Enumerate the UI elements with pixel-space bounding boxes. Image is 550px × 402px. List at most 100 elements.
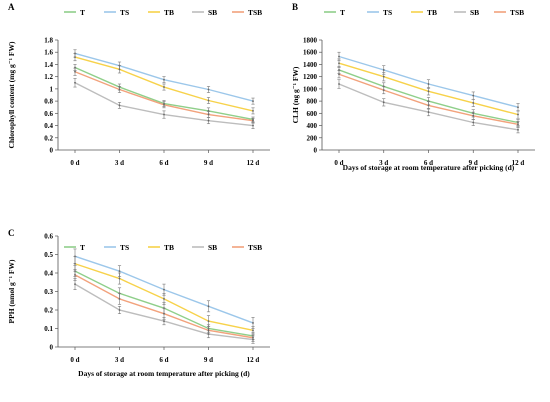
- panel-a-series-sb-point: [74, 81, 76, 84]
- panel-a-series-tsb-point: [118, 88, 121, 91]
- panel-c-letter: C: [8, 228, 15, 238]
- panel-a-y-tick-label: 0.4: [44, 122, 53, 130]
- panel-b-series-ts-point: [472, 94, 475, 97]
- panel-b-series-tsb-point: [427, 104, 430, 107]
- panel-c-series-tb-point: [207, 320, 210, 322]
- panel-c-x-axis-label: Days of storage at room temperature afte…: [78, 369, 250, 378]
- panel-c-series-ts-point: [118, 270, 121, 273]
- panel-c-series-tsb-point: [74, 273, 76, 276]
- panel-a-x-tick-label: 9 d: [204, 159, 213, 167]
- panel-b-series-sb-point: [517, 128, 519, 131]
- panel-b-series-sb-point: [382, 101, 385, 104]
- panel-c-x-tick-label: 0 d: [70, 356, 79, 364]
- panel-c-series-sb-point: [118, 309, 121, 311]
- panel-c-x-tick-label: 3 d: [115, 356, 124, 364]
- panel-c-legend-label-sb: SB: [208, 243, 217, 252]
- panel-a-x-tick-label: 12 d: [247, 159, 260, 167]
- panel-a-legend-label-sb: SB: [208, 8, 217, 17]
- panel-c-series-tb-point: [74, 262, 76, 265]
- panel-b-y-tick-label: 1000: [303, 85, 318, 93]
- panel-a-y-tick-label: 0.6: [44, 110, 53, 118]
- panel-c-legend-label-tsb: TSB: [248, 243, 262, 252]
- panel-a-series-tsb-point: [207, 113, 210, 116]
- panel-a-legend-label-tb: TB: [164, 8, 174, 17]
- panel-c-series-ts-point: [163, 288, 165, 291]
- panel-b-legend-label-tsb: TSB: [510, 8, 524, 17]
- panel-a-series-tsb-point: [252, 119, 254, 122]
- panel-c-y-tick-label: 0.5: [44, 251, 53, 259]
- panel-a-series-tb-point: [207, 99, 210, 102]
- panel-a-y-tick-label: 1.6: [44, 49, 53, 57]
- panel-a-series-ts-point: [163, 78, 165, 81]
- panel-c-x-tick-label: 6 d: [159, 356, 168, 364]
- panel-b-series-ts-point: [382, 69, 385, 71]
- panel-a-series-tsb-point: [74, 70, 76, 73]
- panel-a-series-ts-point: [207, 88, 210, 91]
- panel-c-series-sb-point: [163, 320, 165, 322]
- panel-a-y-axis-label: Chlorophyll content (mg g⁻¹ FW): [7, 41, 16, 148]
- panel-c-y-tick-label: 0.4: [44, 270, 53, 278]
- panel-c-x-tick-label: 9 d: [204, 356, 213, 364]
- panel-b-series-tb-point: [338, 62, 340, 65]
- panel-b-x-tick-label: 9 d: [469, 159, 478, 167]
- panel-c-series-sb-point: [74, 283, 76, 285]
- panel-b-series-sb-point: [338, 83, 340, 85]
- panel-b-series-tsb-point: [338, 73, 340, 76]
- panel-b-y-tick-label: 200: [307, 134, 318, 142]
- panel-a-series-sb-point: [163, 113, 165, 116]
- panel-a-legend-label-ts: TS: [120, 8, 129, 17]
- panel-b-x-tick-label: 3 d: [379, 159, 388, 167]
- panel-c-series-tb-point: [163, 298, 165, 300]
- panel-c-series-tsb-point: [252, 336, 254, 339]
- panel-b-y-tick-label: 1200: [303, 73, 318, 81]
- panel-b-legend-label-sb: SB: [470, 8, 479, 17]
- panel-c-legend-label-t: T: [80, 243, 85, 252]
- panel-b-series-tsb-point: [472, 114, 475, 117]
- panel-b-legend-label-ts: TS: [383, 8, 392, 17]
- panel-b-legend-label-tb: TB: [427, 8, 437, 17]
- panel-b-series-tsb-point: [382, 89, 385, 92]
- panel-a-series-tb-point: [118, 68, 121, 71]
- panel-b-series-tb-point: [382, 75, 385, 78]
- panel-b-x-tick-label: 0 d: [334, 159, 343, 167]
- panel-b-legend-label-t: T: [340, 8, 345, 17]
- panel-c-x-tick-label: 12 d: [247, 356, 260, 364]
- panel-c-y-axis-label: PPH (nmol g⁻¹ FW): [7, 259, 16, 323]
- panel-a-y-tick-label: 1.8: [44, 37, 53, 45]
- panel-c-y-tick-label: 0.1: [44, 325, 53, 333]
- panel-b-y-tick-label: 1800: [303, 37, 318, 45]
- panel-b-letter: B: [292, 2, 298, 12]
- panel-c-series-tsb-point: [163, 312, 165, 315]
- panel-a-y-tick-label: 1: [50, 85, 54, 93]
- panel-c-y-tick-label: 0.2: [44, 307, 53, 315]
- panel-b-y-tick-label: 1600: [303, 49, 318, 57]
- panel-a-x-tick-label: 3 d: [115, 159, 124, 167]
- panel-a-y-tick-label: 1.2: [44, 73, 53, 81]
- panel-b-series-tsb-point: [517, 123, 519, 126]
- panel-a-series-tb-point: [163, 86, 165, 88]
- panel-b-y-tick-label: 600: [307, 110, 318, 118]
- panel-a-y-tick-label: 1.4: [44, 61, 53, 69]
- panel-b-series-ts-point: [338, 55, 340, 58]
- panel-a-series-tb-point: [74, 56, 76, 59]
- panel-a-x-tick-label: 0 d: [70, 159, 79, 167]
- panel-c-y-tick-label: 0: [50, 344, 54, 352]
- panel-b-series-ts-point: [517, 106, 519, 109]
- panel-a-y-tick-label: 0.2: [44, 134, 53, 142]
- panel-c-series-tsb-point: [118, 298, 121, 300]
- panel-b-y-tick-label: 0: [314, 147, 318, 155]
- panel-c-series-tsb-point: [207, 329, 210, 332]
- panel-a-series-tsb-point: [163, 103, 165, 106]
- panel-b-series-ts-point: [427, 83, 430, 85]
- panel-b-series-sb-point: [427, 111, 430, 114]
- panel-b-y-tick-label: 1400: [303, 61, 318, 69]
- panel-c-legend-label-ts: TS: [120, 243, 129, 252]
- panel-b-y-axis-label: CLH (ng g⁻¹ FW): [291, 66, 300, 123]
- panel-c-y-tick-label: 0.6: [44, 233, 53, 241]
- panel-a-y-tick-label: 0: [50, 147, 54, 155]
- panel-a-series-sb-point: [252, 124, 254, 127]
- panel-a-letter: A: [8, 2, 15, 12]
- panel-b-x-tick-label: 6 d: [424, 159, 433, 167]
- panel-c-y-tick-label: 0.3: [44, 288, 53, 296]
